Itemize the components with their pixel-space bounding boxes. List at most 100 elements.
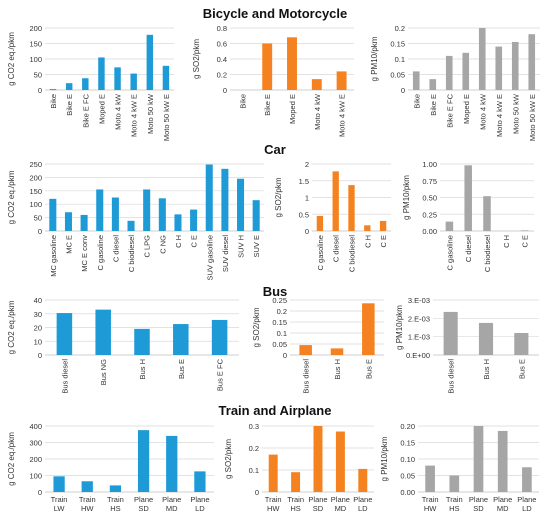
y-tick-label: 0.3: [249, 422, 259, 431]
x-tick-label: C H: [363, 235, 372, 248]
y-tick-label: 1.00: [422, 160, 437, 169]
y-tick-label: 30: [34, 310, 42, 319]
x-tick-label: SUV E: [252, 235, 261, 258]
bar: [82, 78, 89, 90]
x-tick-label: SUV gasoline: [205, 235, 214, 280]
bar: [528, 34, 536, 90]
x-tick-label: SUV diesel: [221, 235, 230, 272]
bar: [64, 212, 72, 231]
x-tick-label: Bus diesel: [302, 359, 311, 394]
x-tick-label: Bus E: [364, 359, 373, 379]
bar: [56, 313, 73, 355]
chart-bike-pm10: g PM10/pkm 0 0.05 0.1 0.15 0.2 Bike Bike E Bike …: [370, 24, 540, 141]
y-tick-label: 0.15: [272, 318, 287, 327]
x-tick-label: C biodiesel: [348, 235, 357, 272]
x-tick-label: C gasoline: [316, 235, 325, 270]
bar: [287, 37, 297, 90]
bar: [49, 198, 57, 231]
bar: [348, 185, 355, 231]
x-tick-label: C H: [502, 235, 511, 248]
y-tick-label: 50: [34, 71, 42, 80]
bar: [495, 46, 503, 90]
y-tick-label: 0.2: [395, 24, 405, 33]
bar: [429, 79, 437, 90]
x-tick-label: Moped E: [462, 94, 471, 124]
bar: [473, 426, 484, 492]
y-tick-label: 0.00: [422, 227, 437, 236]
bar: [137, 430, 150, 492]
bar: [313, 426, 323, 492]
section-title-bus: Bus: [262, 284, 288, 299]
x-tick-label: Bike: [49, 94, 58, 109]
chart-bike-so2: g SO2/pkm 0 0.2 0.4 0.6 0.8 Bike Bike E Moped E M…: [192, 24, 354, 137]
x-tick-label: C E: [379, 235, 388, 248]
chart-car-co2: g CO2 eq./pkm 0 50 100 150 200 250 MC gasoline M…: [7, 160, 264, 280]
x-tick-label: Train HS: [107, 495, 124, 513]
y-tick-label: 0.5: [299, 210, 309, 219]
y-tick-label: 0.2: [249, 444, 259, 453]
bar: [316, 215, 324, 231]
bar: [95, 309, 111, 355]
bar: [53, 476, 65, 492]
bar: [146, 34, 154, 90]
y-tick-label: 0.25: [272, 296, 287, 305]
y-tick-label: 100: [29, 200, 42, 209]
x-tick-label: C diesel: [111, 235, 120, 262]
y-tick-label: 0.E+00: [406, 351, 430, 360]
bar: [335, 431, 345, 492]
x-tick-label: Moped E: [97, 94, 106, 124]
section-title-bicycle-motorcycle: Bicycle and Motorcycle: [202, 6, 348, 21]
x-tick-label: C diesel: [464, 235, 473, 262]
y-axis-label: g PM10/pkm: [370, 36, 379, 81]
y-tick-label: 150: [29, 187, 42, 196]
x-tick-label: C E: [190, 235, 199, 248]
x-tick-label: C E: [521, 235, 530, 248]
bar: [358, 468, 368, 492]
x-tick-label: Moto 50 kW E: [162, 94, 171, 141]
x-tick-label: C LPG: [143, 235, 152, 258]
x-tick-label: Bike E: [429, 94, 438, 116]
bar: [478, 28, 486, 90]
y-axis-label: g PM10/pkm: [402, 175, 411, 220]
x-tick-label: MC gasoline: [49, 235, 58, 277]
x-tick-label: Train LW: [51, 495, 68, 513]
x-tick-label: Bus E: [517, 359, 526, 379]
bar: [221, 168, 229, 231]
section-title-train-airplane: Train and Airplane: [218, 403, 332, 418]
y-tick-label: 250: [29, 160, 42, 169]
y-tick-label: 300: [29, 439, 42, 448]
y-tick-label: 200: [29, 455, 42, 464]
x-tick-label: Plane MD: [493, 495, 512, 513]
bar: [330, 348, 344, 355]
y-axis-label: g SO2/pkm: [274, 177, 283, 217]
x-tick-label: C gasoline: [445, 235, 454, 270]
chart-car-pm10: g PM10/pkm 0.00 0.25 0.50 0.75 1.00 C gasoline…: [402, 160, 534, 272]
x-tick-label: Plane LD: [190, 495, 209, 513]
bar: [520, 230, 529, 231]
bar: [80, 214, 88, 231]
bar: [111, 197, 119, 231]
x-tick-label: Bike: [238, 94, 247, 109]
y-tick-label: 0.05: [400, 472, 415, 481]
x-tick-label: Plane LD: [517, 495, 536, 513]
x-tick-label: Moto 50 kW: [511, 93, 520, 134]
y-tick-label: 1.E-03: [408, 333, 430, 342]
bar: [299, 345, 312, 355]
y-tick-label: 0.00: [400, 488, 415, 497]
y-axis-label: g CO2 eq./pkm: [7, 170, 16, 224]
bar: [173, 324, 189, 355]
y-tick-label: 0: [223, 86, 227, 95]
bar: [443, 311, 458, 355]
y-tick-label: 0.15: [390, 40, 405, 49]
bar: [362, 303, 375, 355]
x-tick-label: Train HS: [287, 495, 304, 513]
bar: [166, 435, 178, 492]
bar: [109, 485, 122, 492]
x-tick-label: Bus NG: [99, 359, 108, 385]
bar: [311, 79, 322, 90]
bar: [511, 41, 519, 90]
x-tick-label: Moto 4 kW: [114, 93, 123, 130]
bar: [449, 475, 460, 492]
